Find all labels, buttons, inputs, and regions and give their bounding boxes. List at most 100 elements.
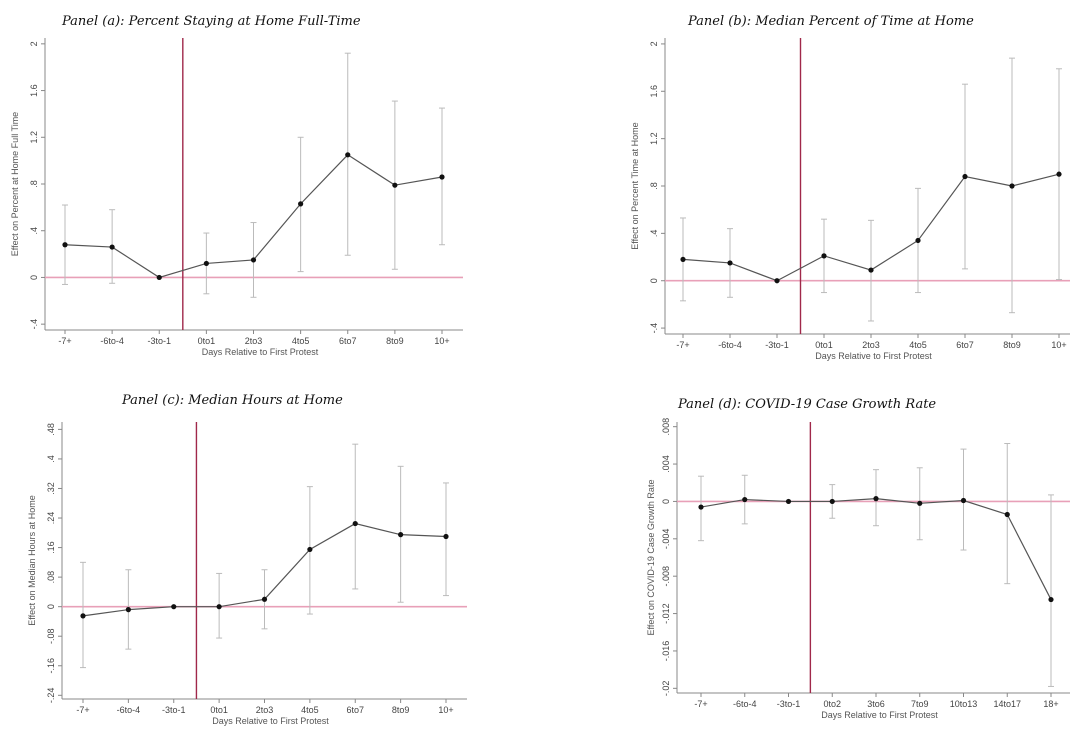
panel-c-y-tick-label: .24	[46, 512, 56, 525]
panel-d-plot: -.02 -.016 -.012 -.008 -.004 0 .004 .008 Effect …	[646, 418, 1070, 720]
panel-b-data-point	[868, 267, 874, 273]
panel-b-x-tick-label: -7+	[676, 340, 689, 350]
panel-d-x-tick-label: 0to2	[823, 699, 841, 709]
panel-c-y-tick-label: -.16	[46, 658, 56, 674]
panel-a-plot: -.4 0 .4 .8 1.2 1.6 2 Effect on Percent at Home…	[10, 38, 463, 357]
panel-d-y-tick-label: 0	[661, 499, 671, 504]
panel-c-plot: -.24 -.16 -.08 0 .08 .16 .24 .32 .4 .48 Effect on …	[27, 422, 467, 726]
panel-b-x-tick-label: 8to9	[1003, 340, 1021, 350]
panel-b-x-tick-label: 10+	[1051, 340, 1066, 350]
panel-d-data-point	[1048, 596, 1054, 603]
panel-d-y-tick-label: -.02	[661, 681, 671, 697]
panel-a: Panel (a): Percent Staying at Home Full-…	[0, 0, 536, 367]
panel-d-y-tick-label: -.008	[661, 566, 671, 587]
panel-c-data-point	[125, 607, 131, 613]
panel-c-data-point	[171, 604, 177, 610]
panel-b-x-tick-label: 4to5	[909, 340, 927, 350]
panel-b-plot: -.4 0 .4 .8 1.2 1.6 2 Effect on Percent Time at…	[630, 38, 1070, 361]
panel-c-data-point	[80, 613, 86, 619]
panel-c-y-tick-label: .16	[46, 541, 56, 554]
panel-b-x-tick-label: 2to3	[862, 340, 880, 350]
panel-d-x-tick-label: 18+	[1043, 699, 1058, 709]
panel-d-x-tick-label: -7+	[694, 699, 707, 709]
panel-d-x-axis-title: Days Relative to First Protest	[821, 710, 938, 720]
panel-d-x-tick-label: -3to-1	[777, 699, 801, 709]
panel-c-y-tick-label: .48	[46, 423, 56, 436]
panel-a-y-tick-label: 1.6	[29, 84, 39, 97]
panel-c-x-tick-label: -6to-4	[117, 705, 141, 715]
panel-b-data-point	[1009, 183, 1015, 189]
panel-b-y-tick-label: .8	[649, 182, 659, 190]
panel-c-data-point	[398, 532, 404, 538]
panel-d: Panel (d): COVID-19 Case Growth Rate -.0…	[536, 367, 1072, 734]
panel-a-data-point	[109, 244, 115, 250]
panel-b-title: Panel (b): Median Percent of Time at Hom…	[688, 14, 974, 29]
panel-a-y-tick-label: 0	[29, 275, 39, 280]
panel-d-y-tick-label: -.016	[661, 641, 671, 662]
panel-c-y-tick-label: -.24	[46, 688, 56, 704]
panel-b-x-axis-title: Days Relative to First Protest	[815, 351, 932, 361]
panel-a-y-tick-label: .8	[29, 180, 39, 188]
panel-d-data-point	[917, 500, 923, 506]
panel-a-x-tick-label: -3to-1	[147, 336, 171, 346]
panel-b-data-point	[727, 260, 733, 266]
panel-c-x-tick-label: 8to9	[392, 705, 410, 715]
panel-a-data-point	[392, 182, 398, 188]
panel-a-x-axis-title: Days Relative to First Protest	[202, 347, 319, 357]
panel-c-x-tick-label: 0to1	[210, 705, 228, 715]
panel-d-x-tick-label: 10to13	[950, 699, 978, 709]
panel-a-x-tick-label: 6to7	[339, 336, 357, 346]
panel-a-data-point	[298, 201, 304, 207]
panel-a-x-tick-label: 2to3	[245, 336, 263, 346]
panel-b-x-tick-label: -3to-1	[765, 340, 789, 350]
panel-a-y-axis-title: Effect on Percent at Home Full Time	[10, 112, 20, 256]
panel-b-x-tick-label: -6to-4	[718, 340, 742, 350]
panel-b-data-point	[962, 173, 968, 180]
panel-d-y-axis-title: Effect on COVID-19 Case Growth Rate	[646, 480, 656, 636]
panel-c-data-point	[216, 604, 222, 610]
panel-b-data-point	[915, 237, 921, 244]
panel-a-y-tick-label: -.4	[29, 319, 39, 330]
panel-a-x-tick-label: -6to-4	[100, 336, 124, 346]
panel-d-title: Panel (d): COVID-19 Case Growth Rate	[678, 397, 937, 412]
panel-c-y-tick-label: .08	[46, 571, 56, 584]
panel-a-x-tick-label: 8to9	[386, 336, 404, 346]
panel-a-data-point	[203, 260, 209, 267]
panel-a-data-point	[62, 242, 68, 248]
panel-a-y-tick-label: 1.2	[29, 131, 39, 144]
panel-a-data-point	[250, 257, 257, 263]
panel-b: Panel (b): Median Percent of Time at Hom…	[536, 0, 1072, 367]
panel-c-x-tick-label: -7+	[76, 705, 89, 715]
panel-d-x-tick-label: 14to17	[993, 699, 1021, 709]
panel-b-y-tick-label: .4	[649, 230, 659, 238]
panel-c-x-tick-label: -3to-1	[162, 705, 186, 715]
panel-a-x-tick-label: -7+	[58, 336, 71, 346]
panel-a-y-tick-label: 2	[29, 41, 39, 46]
panel-d-y-tick-label: .008	[661, 418, 671, 436]
panel-c-x-tick-label: 2to3	[256, 705, 274, 715]
panel-d-x-tick-label: 7to9	[911, 699, 929, 709]
panel-b-x-tick-label: 6to7	[956, 340, 974, 350]
panel-b-data-point	[821, 253, 827, 259]
panel-c-x-tick-label: 4to5	[301, 705, 319, 715]
panel-c-x-tick-label: 10+	[438, 705, 453, 715]
panel-a-x-tick-label: 0to1	[198, 336, 216, 346]
panel-b-x-tick-label: 0to1	[815, 340, 833, 350]
panel-d-data-point	[960, 497, 967, 504]
panel-c-y-axis-title: Effect on Median Hours at Home	[27, 495, 37, 625]
panel-d-x-tick-label: -6to-4	[733, 699, 757, 709]
panel-c-data-point	[261, 596, 268, 602]
panel-c-y-tick-label: .4	[46, 455, 56, 463]
panel-d-data-point	[742, 496, 748, 503]
panel-c-title: Panel (c): Median Hours at Home	[122, 393, 343, 408]
panel-b-y-axis-title: Effect on Percent Time at Home	[630, 122, 640, 249]
panel-d-data-point	[698, 504, 704, 510]
panel-b-y-tick-label: 1.6	[649, 85, 659, 98]
panel-d-data-point	[873, 496, 879, 502]
panel-b-data-point	[680, 256, 686, 263]
panel-a-x-tick-label: 4to5	[292, 336, 310, 346]
panel-b-data-point	[1056, 171, 1062, 177]
panel-d-data-point	[785, 498, 792, 505]
panel-d-y-tick-label: .004	[661, 455, 671, 473]
panel-c-data-point	[443, 533, 449, 540]
